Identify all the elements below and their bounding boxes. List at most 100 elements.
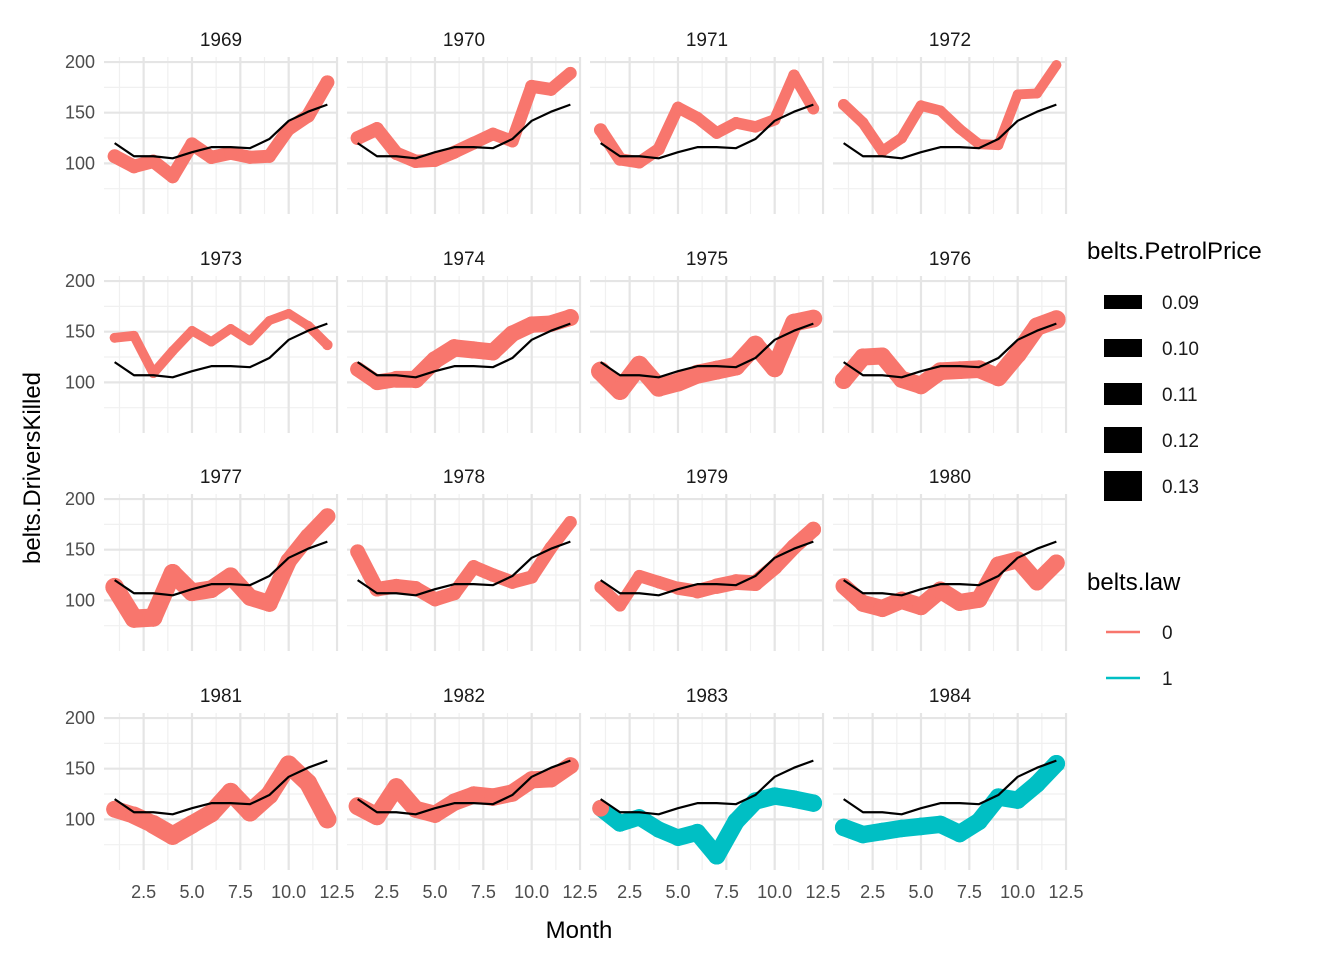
panel-1984: 1984 2.5 5.0 7.5 10.0 12.5: [833, 686, 1084, 902]
data-point: [241, 588, 259, 606]
data-segment: [896, 100, 927, 144]
data-point: [707, 847, 726, 865]
data-point: [993, 140, 1004, 151]
data-point: [167, 346, 178, 356]
facet-label: 1983: [686, 686, 728, 707]
data-point: [226, 324, 236, 334]
x-tick-label: 5.0: [665, 882, 690, 902]
data-point: [873, 822, 892, 841]
data-point: [563, 515, 577, 529]
legend-title-petrolprice: belts.PetrolPrice: [1087, 238, 1262, 265]
data-point: [350, 361, 366, 377]
reference-line: [357, 540, 571, 597]
data-point: [282, 122, 296, 136]
reference-line: [843, 322, 1057, 379]
legend-key-linewidth: [1104, 339, 1142, 357]
x-tick-label: 12.5: [563, 882, 598, 902]
data-point: [260, 594, 278, 612]
x-tick-label: 10.0: [514, 882, 549, 902]
data-point: [124, 609, 144, 628]
data-point: [464, 786, 483, 804]
data-point: [1028, 775, 1046, 793]
data-point: [854, 825, 872, 844]
series-1984: [834, 754, 1066, 844]
panel-1977: 1977 100 150 200: [65, 467, 339, 651]
data-point: [303, 321, 313, 331]
data-point: [931, 815, 950, 834]
data-point: [387, 778, 406, 796]
data-point: [1047, 554, 1065, 572]
data-point: [1032, 88, 1042, 99]
data-point: [370, 122, 384, 136]
data-point: [892, 819, 911, 838]
reference-line: [600, 322, 814, 379]
facet-label: 1980: [929, 467, 971, 488]
data-point: [144, 608, 163, 627]
data-point: [633, 569, 646, 583]
data-segment: [129, 330, 159, 379]
y-tick-label: 200: [65, 489, 95, 509]
facet-label: 1971: [686, 30, 728, 51]
data-point: [486, 127, 500, 141]
data-point: [652, 575, 665, 589]
legend-label: 0.09: [1162, 293, 1199, 314]
data-point: [749, 121, 762, 133]
data-point: [873, 347, 891, 365]
data-segment: [857, 117, 888, 157]
y-tick-label: 100: [65, 809, 95, 829]
data-point: [613, 599, 627, 612]
facet-label: 1977: [200, 467, 242, 488]
facet-label: 1979: [686, 467, 728, 488]
legend-label: 0.13: [1162, 477, 1199, 498]
data-segment: [788, 69, 820, 115]
data-point: [1008, 344, 1027, 364]
y-axis-title: belts.DriversKilled: [19, 372, 46, 564]
data-point: [873, 599, 891, 618]
facet-label: 1976: [929, 249, 971, 270]
data-point: [669, 829, 687, 846]
data-point: [591, 361, 611, 381]
series-1982: [348, 757, 579, 826]
data-point: [279, 755, 298, 774]
facet-label: 1973: [200, 249, 242, 270]
reference-line: [114, 103, 328, 160]
data-point: [915, 100, 927, 111]
y-tick-label: 200: [65, 271, 95, 291]
panel-1972: 1972: [833, 30, 1068, 214]
data-point: [912, 817, 930, 836]
data-point: [144, 815, 163, 834]
legend-label: 0.12: [1162, 431, 1199, 452]
data-point: [611, 815, 629, 832]
data-point: [592, 799, 610, 817]
data-point: [204, 150, 218, 164]
data-point: [935, 105, 946, 116]
legend-label: 0: [1162, 623, 1173, 644]
series-1980: [835, 551, 1065, 618]
data-point: [504, 325, 521, 342]
series-1971: [593, 69, 820, 169]
panel-1976: 1976: [833, 249, 1068, 433]
data-point: [912, 376, 930, 395]
data-point: [466, 560, 481, 574]
legend: belts.PetrolPrice 0.09 0.10 0.11 0.12 0.13 bel…: [1087, 238, 1262, 690]
data-point: [428, 153, 442, 167]
data-point: [594, 580, 607, 594]
data-point: [406, 370, 425, 389]
reference-line: [114, 322, 328, 379]
data-point: [672, 101, 684, 114]
x-tick-label: 2.5: [617, 882, 642, 902]
facet-label: 1984: [929, 686, 972, 707]
data-point: [368, 807, 386, 826]
series-1970: [350, 66, 577, 168]
facet-label: 1981: [200, 686, 242, 707]
x-axis-title: Month: [546, 917, 613, 944]
series-1969: [107, 75, 335, 184]
data-point: [804, 794, 823, 812]
data-point: [445, 339, 464, 357]
data-point: [650, 821, 667, 838]
data-point: [221, 782, 240, 802]
facet-label: 1969: [200, 30, 242, 51]
data-point: [989, 788, 1008, 806]
data-point: [766, 559, 783, 575]
panel-1982: 1982 2.5 5.0 7.5 10.0 12.5: [347, 686, 598, 902]
